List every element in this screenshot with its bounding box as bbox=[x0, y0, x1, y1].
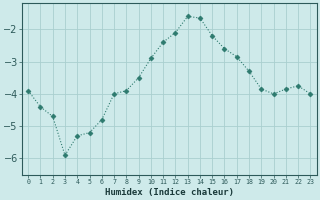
X-axis label: Humidex (Indice chaleur): Humidex (Indice chaleur) bbox=[105, 188, 234, 197]
